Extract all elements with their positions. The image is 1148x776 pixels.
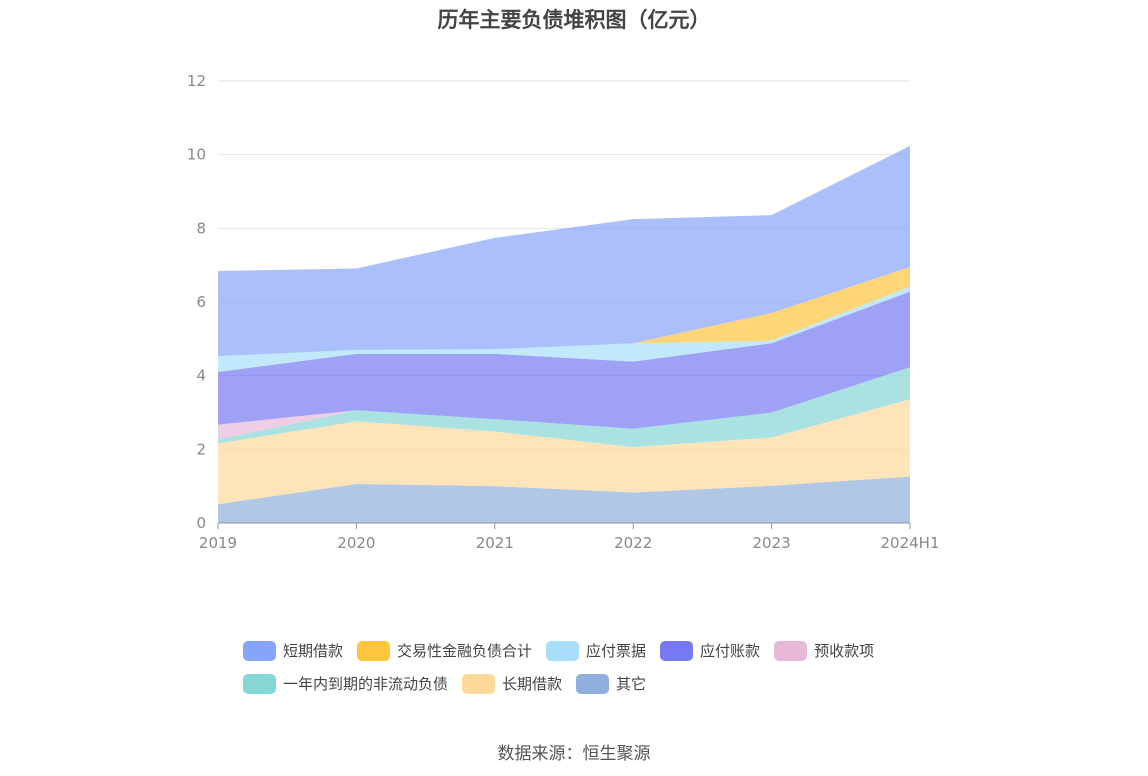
x-tick-label: 2021 — [476, 534, 514, 552]
legend-swatch — [243, 640, 276, 661]
legend: 短期借款 交易性金融负债合计 应付票据 应付账款 预收款项一年内到期的非流动负债 长期借款… — [243, 640, 963, 706]
legend-label: 交易性金融负债合计 — [397, 642, 533, 660]
legend-swatch — [462, 673, 496, 694]
area-一年内到期的非流动负债 — [218, 367, 910, 448]
x-tick-label: 2019 — [199, 534, 237, 552]
area-短期借款 — [218, 145, 910, 357]
legend-label: 长期借款 — [502, 675, 563, 693]
legend-label: 短期借款 — [283, 642, 344, 660]
legend-row: 一年内到期的非流动负债 长期借款 其它 — [243, 673, 963, 694]
legend-swatch — [576, 673, 610, 694]
data-source: 数据来源：恒生聚源 — [497, 744, 651, 764]
y-tick-label: 0 — [196, 514, 206, 532]
legend-label: 应付账款 — [700, 642, 761, 660]
area-交易性金融负债合计 — [218, 267, 910, 357]
legend-item[interactable]: 预收款项 — [774, 640, 874, 661]
legend-item[interactable]: 长期借款 — [462, 673, 562, 694]
y-tick-label: 8 — [196, 219, 206, 237]
y-tick-label: 6 — [196, 293, 206, 311]
legend-swatch — [774, 640, 808, 661]
y-tick-label: 12 — [187, 72, 206, 90]
legend-label: 其它 — [616, 675, 647, 693]
legend-swatch — [660, 640, 694, 661]
legend-item[interactable]: 交易性金融负债合计 — [357, 640, 532, 661]
legend-label: 一年内到期的非流动负债 — [283, 675, 449, 693]
legend-item[interactable]: 其它 — [576, 673, 646, 694]
legend-row: 短期借款 交易性金融负债合计 应付票据 应付账款 预收款项 — [243, 640, 963, 661]
area-长期借款 — [218, 399, 910, 505]
chart-title: 历年主要负债堆积图（亿元） — [437, 8, 711, 32]
x-tick-label: 2024H1 — [881, 534, 940, 552]
legend-item[interactable]: 应付票据 — [546, 640, 646, 661]
x-tick-label: 2022 — [614, 534, 652, 552]
legend-swatch — [357, 640, 391, 661]
y-tick-label: 4 — [196, 367, 206, 385]
area-其它 — [218, 476, 910, 523]
y-tick-label: 2 — [196, 440, 206, 458]
legend-swatch — [243, 673, 276, 694]
legend-item[interactable]: 短期借款 — [243, 640, 343, 661]
area-应付账款 — [218, 291, 910, 429]
y-tick-label: 10 — [187, 146, 206, 164]
x-tick-label: 2023 — [753, 534, 791, 552]
area-应付票据 — [218, 286, 910, 372]
legend-label: 预收款项 — [814, 642, 875, 660]
legend-swatch — [546, 640, 580, 661]
x-tick-label: 2020 — [337, 534, 375, 552]
legend-item[interactable]: 一年内到期的非流动负债 — [243, 673, 448, 694]
legend-label: 应付票据 — [586, 642, 647, 660]
legend-item[interactable]: 应付账款 — [660, 640, 760, 661]
